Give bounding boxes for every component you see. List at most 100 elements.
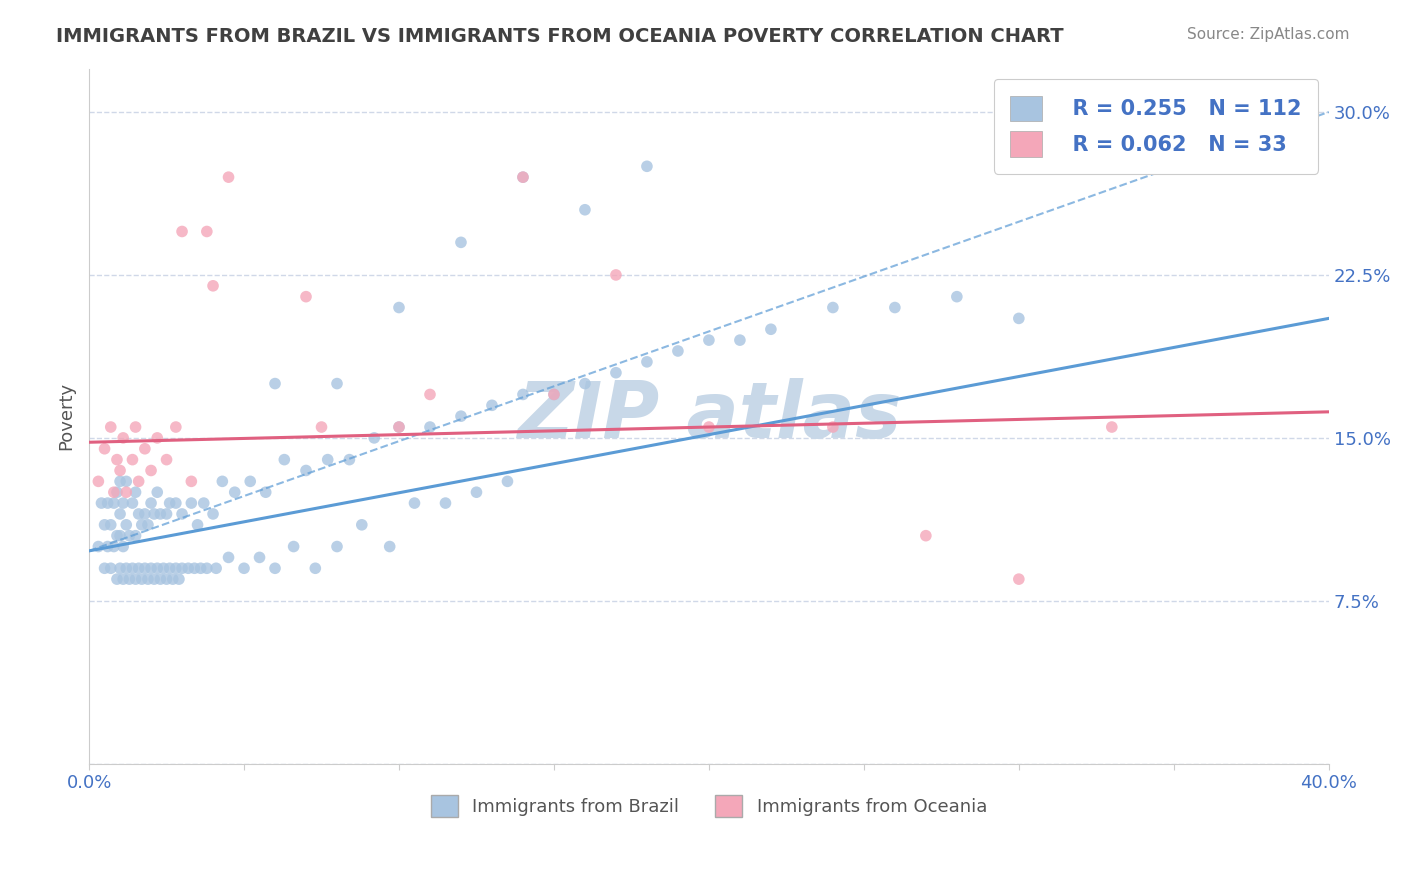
Point	[115, 561, 138, 575]
Point	[543, 387, 565, 401]
Point	[87, 540, 110, 554]
Point	[136, 517, 159, 532]
Point	[205, 561, 228, 575]
Point	[134, 507, 156, 521]
Point	[124, 420, 146, 434]
Point	[233, 561, 256, 575]
Point	[821, 420, 844, 434]
Point	[143, 572, 166, 586]
Point	[211, 475, 233, 489]
Point	[450, 235, 472, 250]
Point	[105, 529, 128, 543]
Point	[350, 517, 373, 532]
Point	[103, 540, 125, 554]
Point	[883, 301, 905, 315]
Point	[124, 529, 146, 543]
Point	[167, 572, 190, 586]
Point	[254, 485, 277, 500]
Point	[165, 496, 187, 510]
Point	[239, 475, 262, 489]
Point	[202, 507, 225, 521]
Y-axis label: Poverty: Poverty	[58, 382, 75, 450]
Point	[915, 529, 938, 543]
Point	[108, 529, 131, 543]
Point	[316, 452, 339, 467]
Point	[273, 452, 295, 467]
Point	[100, 420, 122, 434]
Point	[136, 572, 159, 586]
Point	[264, 561, 287, 575]
Point	[118, 572, 141, 586]
Point	[146, 485, 169, 500]
Point	[419, 387, 441, 401]
Point	[155, 507, 177, 521]
Point	[121, 561, 143, 575]
Point	[249, 550, 271, 565]
Point	[115, 475, 138, 489]
Point	[100, 517, 122, 532]
Point	[363, 431, 385, 445]
Point	[180, 496, 202, 510]
Point	[697, 420, 720, 434]
Point	[218, 550, 240, 565]
Point	[93, 517, 115, 532]
Point	[496, 475, 519, 489]
Point	[146, 561, 169, 575]
Point	[112, 540, 135, 554]
Point	[155, 572, 177, 586]
Point	[97, 540, 120, 554]
Point	[103, 496, 125, 510]
Point	[195, 225, 218, 239]
Point	[112, 431, 135, 445]
Point	[165, 561, 187, 575]
Point	[326, 376, 349, 391]
Point	[193, 496, 215, 510]
Point	[108, 507, 131, 521]
Point	[118, 529, 141, 543]
Text: IMMIGRANTS FROM BRAZIL VS IMMIGRANTS FROM OCEANIA POVERTY CORRELATION CHART: IMMIGRANTS FROM BRAZIL VS IMMIGRANTS FRO…	[56, 27, 1064, 45]
Text: ZIP atlas: ZIP atlas	[517, 378, 901, 454]
Point	[170, 225, 193, 239]
Point	[131, 517, 153, 532]
Point	[1008, 572, 1031, 586]
Point	[224, 485, 246, 500]
Point	[512, 170, 534, 185]
Point	[128, 475, 150, 489]
Point	[155, 452, 177, 467]
Point	[326, 540, 349, 554]
Point	[108, 475, 131, 489]
Point	[946, 290, 969, 304]
Point	[143, 507, 166, 521]
Point	[636, 159, 658, 173]
Point	[465, 485, 488, 500]
Point	[100, 561, 122, 575]
Point	[481, 398, 503, 412]
Point	[177, 561, 200, 575]
Point	[124, 485, 146, 500]
Point	[202, 278, 225, 293]
Point	[124, 572, 146, 586]
Point	[264, 376, 287, 391]
Point	[108, 463, 131, 477]
Point	[512, 170, 534, 185]
Point	[121, 452, 143, 467]
Point	[105, 572, 128, 586]
Point	[605, 268, 627, 282]
Point	[134, 442, 156, 456]
Point	[636, 355, 658, 369]
Point	[170, 561, 193, 575]
Legend: Immigrants from Brazil, Immigrants from Oceania: Immigrants from Brazil, Immigrants from …	[423, 788, 994, 824]
Point	[159, 496, 181, 510]
Point	[93, 442, 115, 456]
Point	[87, 475, 110, 489]
Point	[159, 561, 181, 575]
Point	[103, 485, 125, 500]
Point	[1008, 311, 1031, 326]
Point	[388, 420, 411, 434]
Point	[388, 420, 411, 434]
Point	[574, 202, 596, 217]
Point	[162, 572, 184, 586]
Point	[218, 170, 240, 185]
Point	[149, 572, 172, 586]
Point	[574, 376, 596, 391]
